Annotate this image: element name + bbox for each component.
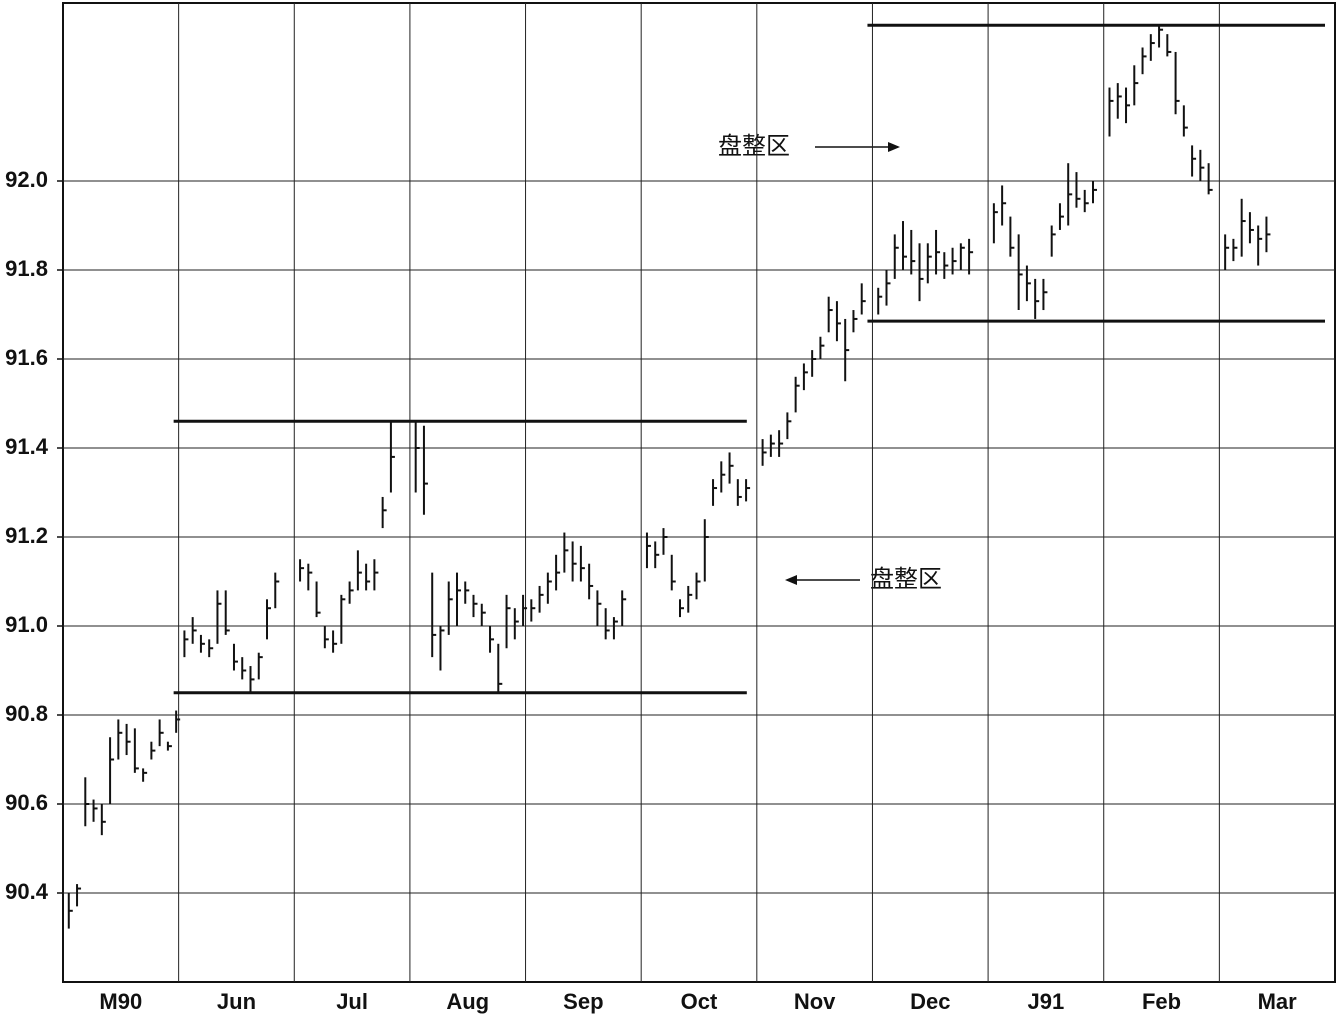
x-tick-label: M90 bbox=[99, 989, 142, 1014]
y-tick-label: 91.6 bbox=[5, 345, 48, 370]
y-tick-label: 91.8 bbox=[5, 256, 48, 281]
y-tick-label: 91.2 bbox=[5, 523, 48, 548]
x-tick-label: Mar bbox=[1258, 989, 1298, 1014]
x-tick-label: Nov bbox=[794, 989, 836, 1014]
x-tick-label: Oct bbox=[681, 989, 718, 1014]
x-tick-label: Sep bbox=[563, 989, 603, 1014]
x-tick-label: J91 bbox=[1028, 989, 1065, 1014]
zone-label: 盘整区 bbox=[718, 132, 790, 160]
x-tick-label: Jun bbox=[217, 989, 256, 1014]
zone-label: 盘整区 bbox=[870, 565, 942, 593]
plot-frame bbox=[62, 2, 1336, 983]
y-tick-label: 90.4 bbox=[5, 879, 49, 904]
x-tick-label: Feb bbox=[1142, 989, 1181, 1014]
y-tick-label: 91.0 bbox=[5, 612, 48, 637]
x-tick-label: Dec bbox=[910, 989, 950, 1014]
x-tick-label: Jul bbox=[336, 989, 368, 1014]
arrow-head bbox=[888, 142, 900, 152]
y-tick-label: 91.4 bbox=[5, 434, 49, 459]
y-tick-label: 90.6 bbox=[5, 790, 48, 815]
y-tick-label: 92.0 bbox=[5, 167, 48, 192]
x-tick-label: Aug bbox=[446, 989, 489, 1014]
arrow-head bbox=[785, 575, 797, 585]
y-tick-label: 90.8 bbox=[5, 701, 48, 726]
